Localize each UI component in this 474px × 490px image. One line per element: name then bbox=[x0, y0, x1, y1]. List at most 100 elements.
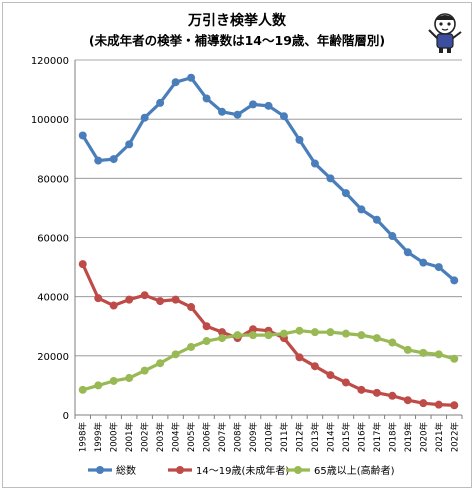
x-tick-label: 2006年 bbox=[202, 422, 213, 453]
data-point bbox=[140, 291, 149, 300]
data-point bbox=[78, 385, 87, 394]
data-point bbox=[279, 112, 288, 121]
data-point bbox=[388, 338, 397, 347]
data-point bbox=[171, 350, 180, 359]
data-point bbox=[202, 322, 211, 331]
x-tick-label: 2015年 bbox=[341, 422, 352, 453]
data-point bbox=[372, 334, 381, 343]
series-line-3 bbox=[82, 329, 455, 392]
chart-title: 万引き検挙人数 bbox=[188, 13, 286, 29]
data-point bbox=[341, 378, 350, 387]
data-point bbox=[295, 353, 304, 362]
data-point bbox=[125, 374, 134, 383]
data-point bbox=[450, 401, 459, 410]
data-point bbox=[156, 98, 165, 107]
data-point bbox=[279, 329, 288, 338]
data-point bbox=[388, 391, 397, 400]
data-point bbox=[94, 156, 103, 165]
legend-marker bbox=[294, 466, 302, 474]
data-point bbox=[419, 348, 428, 357]
data-point bbox=[450, 354, 459, 363]
legend-marker bbox=[96, 466, 104, 474]
data-point bbox=[94, 294, 103, 303]
x-tick-label: 1999年 bbox=[93, 422, 104, 453]
data-point bbox=[434, 400, 443, 409]
x-tick-label: 2004年 bbox=[171, 422, 182, 453]
data-point bbox=[171, 78, 180, 87]
data-point bbox=[140, 366, 149, 375]
x-tick-label: 2001年 bbox=[124, 422, 135, 453]
data-point bbox=[264, 331, 273, 340]
y-tick-label: 0 bbox=[63, 411, 69, 422]
data-point bbox=[326, 174, 335, 183]
chart-subtitle: (未成年者の検挙・補導数は14～19歳、年齢階層別) bbox=[88, 33, 386, 48]
data-point bbox=[94, 381, 103, 390]
data-point bbox=[218, 328, 227, 337]
data-point bbox=[78, 260, 87, 269]
data-point bbox=[295, 135, 304, 144]
data-point bbox=[310, 328, 319, 337]
data-point bbox=[249, 331, 258, 340]
data-point bbox=[388, 232, 397, 241]
x-tick-label: 2008年 bbox=[233, 422, 244, 453]
data-point bbox=[109, 376, 118, 385]
x-tick-label: 2007年 bbox=[217, 422, 228, 453]
x-tick-label: 2014年 bbox=[325, 422, 336, 453]
data-point bbox=[310, 159, 319, 168]
data-point bbox=[249, 100, 258, 109]
data-point bbox=[357, 331, 366, 340]
data-point bbox=[357, 205, 366, 214]
data-point bbox=[202, 94, 211, 103]
data-point bbox=[202, 337, 211, 346]
x-tick-label: 2020年 bbox=[418, 422, 429, 453]
data-point bbox=[450, 276, 459, 285]
data-point bbox=[218, 334, 227, 343]
y-tick-label: 40000 bbox=[37, 293, 69, 304]
data-point bbox=[233, 110, 242, 119]
data-point bbox=[218, 107, 227, 116]
data-point bbox=[109, 301, 118, 310]
x-tick-label: 2005年 bbox=[186, 422, 197, 453]
data-point bbox=[187, 73, 196, 82]
data-point bbox=[419, 399, 428, 408]
data-point bbox=[372, 388, 381, 397]
x-tick-label: 2000年 bbox=[109, 422, 120, 453]
y-tick-label: 100000 bbox=[31, 115, 69, 126]
data-point bbox=[187, 303, 196, 312]
data-point bbox=[295, 326, 304, 335]
data-point bbox=[125, 140, 134, 149]
data-point bbox=[419, 258, 428, 267]
y-tick-label: 60000 bbox=[37, 234, 69, 245]
legend-label: 65歳以上(高齢者) bbox=[314, 464, 395, 477]
data-point bbox=[187, 342, 196, 351]
x-tick-label: 1998年 bbox=[78, 422, 89, 453]
x-tick-label: 2011年 bbox=[279, 422, 290, 453]
data-point bbox=[372, 215, 381, 224]
data-point bbox=[264, 101, 273, 110]
data-point bbox=[434, 350, 443, 359]
x-tick-label: 2013年 bbox=[310, 422, 321, 453]
x-tick-label: 2010年 bbox=[264, 422, 275, 453]
data-point bbox=[310, 362, 319, 371]
data-point bbox=[434, 263, 443, 272]
data-point bbox=[249, 325, 258, 334]
x-tick-label: 2009年 bbox=[248, 422, 259, 453]
y-tick-label: 80000 bbox=[37, 174, 69, 185]
data-point bbox=[326, 328, 335, 337]
x-tick-label: 2021年 bbox=[434, 422, 445, 453]
y-tick-label: 20000 bbox=[37, 352, 69, 363]
x-tick-label: 2016年 bbox=[356, 422, 367, 453]
x-tick-label: 2012年 bbox=[294, 422, 305, 453]
legend-label: 14～19歳(未成年者) bbox=[196, 464, 289, 477]
data-point bbox=[357, 385, 366, 394]
legend-marker bbox=[176, 466, 184, 474]
data-point bbox=[233, 331, 242, 340]
data-point bbox=[341, 329, 350, 338]
data-point bbox=[341, 189, 350, 198]
data-point bbox=[140, 113, 149, 122]
data-point bbox=[403, 345, 412, 354]
data-point bbox=[403, 248, 412, 257]
x-tick-label: 2022年 bbox=[449, 422, 460, 453]
